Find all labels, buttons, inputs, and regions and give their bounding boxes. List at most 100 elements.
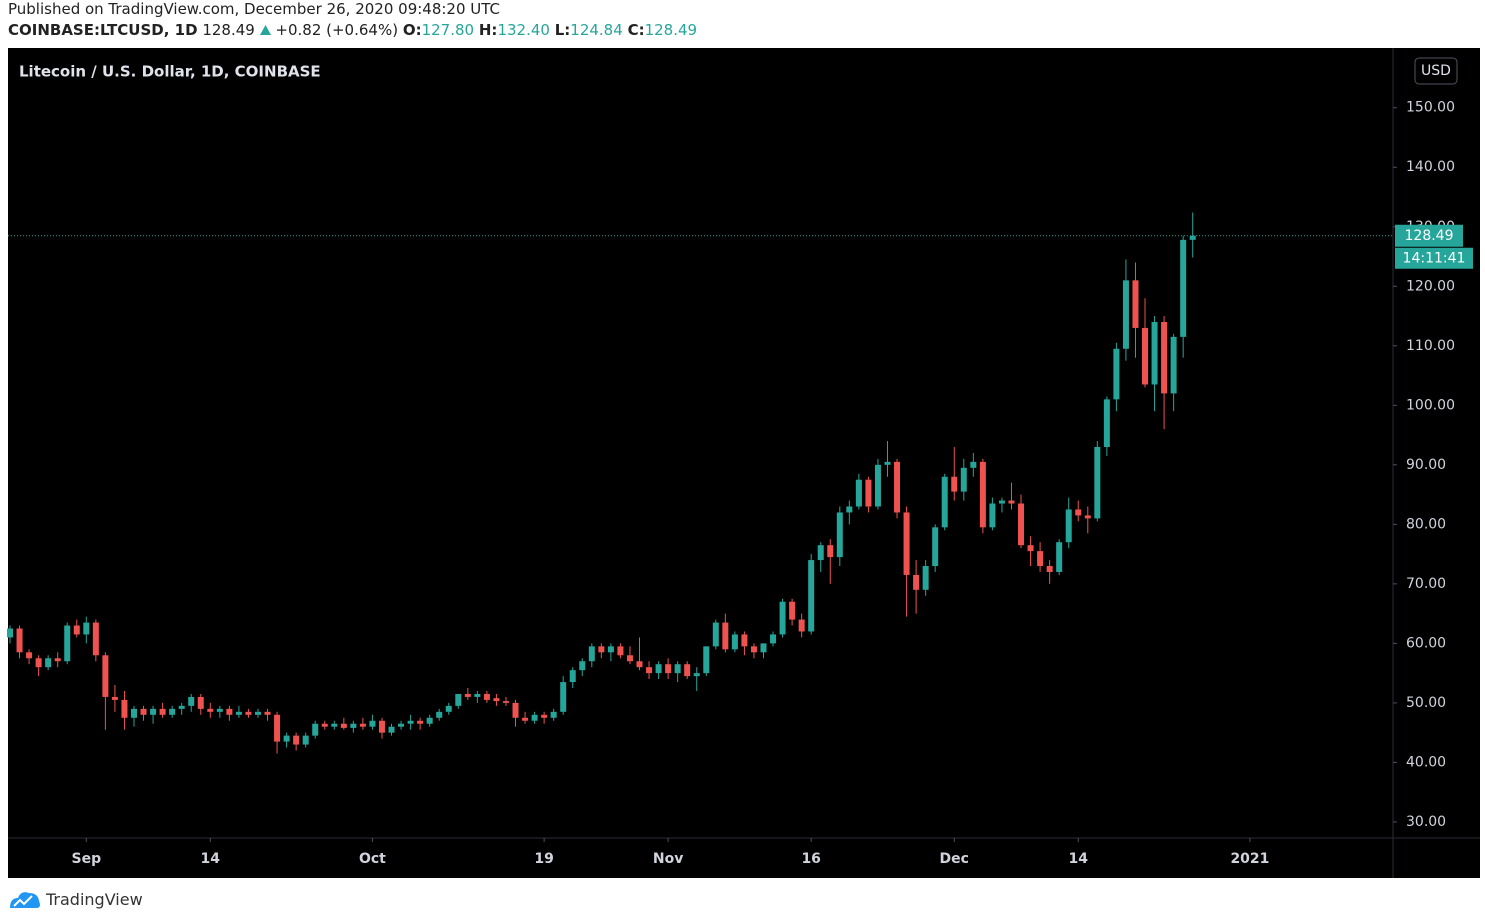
x-tick-label: Nov [653, 851, 683, 867]
candle-body [226, 708, 233, 715]
candle-body [1084, 515, 1091, 519]
candle-body [1027, 545, 1034, 552]
candle-body [1189, 235, 1196, 240]
candle-body [1056, 542, 1063, 572]
candle-body [541, 714, 548, 718]
x-tick-label: Sep [71, 851, 101, 867]
y-tick-label: 110.00 [1406, 338, 1455, 354]
y-tick-label: 150.00 [1406, 100, 1455, 116]
candle-body [941, 476, 948, 528]
open: 127.80 [421, 21, 475, 39]
y-tick-label: 80.00 [1406, 516, 1446, 532]
candle-body [1170, 336, 1177, 394]
candle-body [216, 708, 223, 712]
candle-body [522, 717, 529, 721]
candle-body [378, 720, 385, 733]
candle-body [569, 670, 576, 683]
candle-body [894, 461, 901, 513]
candle-body [998, 500, 1005, 504]
brand: TradingView [8, 888, 143, 910]
candle-body [54, 658, 61, 662]
candle-body [388, 726, 395, 733]
candle-body [436, 711, 443, 718]
close-label: C: [627, 21, 645, 39]
candle-body [235, 711, 242, 715]
low-label: L: [554, 21, 571, 39]
candle-body [321, 723, 328, 727]
candle-body [35, 658, 42, 668]
candle-body [722, 622, 729, 650]
candle-body [1103, 399, 1110, 447]
candle-body [1037, 551, 1044, 567]
candle-body [111, 696, 118, 700]
up-arrow [259, 25, 271, 35]
chart-background [8, 48, 1480, 878]
ohlc-line: COINBASE:LTCUSD, 1D 128.49 +0.82 (+0.64%… [8, 21, 697, 39]
candle-body [445, 705, 452, 712]
candle-body [626, 655, 633, 662]
candle-body [178, 705, 185, 709]
x-tick-label: Oct [359, 851, 386, 867]
candle-body [932, 527, 939, 567]
symbol: COINBASE:LTCUSD, 1D [8, 21, 198, 39]
last: 128.49 [202, 21, 255, 39]
candle-body [197, 696, 204, 709]
candle-body [1094, 446, 1101, 519]
candle-body [1142, 327, 1149, 385]
candle-body [1161, 321, 1168, 394]
candle-body [960, 467, 967, 492]
candle-body [1113, 348, 1120, 400]
last-price-label: 128.49 [1405, 228, 1454, 244]
candle-body [1132, 280, 1139, 328]
candle-body [712, 622, 719, 647]
candle-body [264, 711, 271, 715]
candle-body [693, 673, 700, 677]
candle-body [922, 566, 929, 590]
brand-name: TradingView [46, 889, 143, 909]
currency-box[interactable] [1414, 57, 1458, 85]
y-tick-label: 50.00 [1406, 695, 1446, 711]
candle-body [1075, 509, 1082, 516]
candle-body [426, 717, 433, 724]
candle-body [502, 701, 509, 703]
candle-body [407, 720, 414, 724]
candle-body [64, 625, 71, 662]
candle-body [836, 512, 843, 558]
candle-body [7, 628, 13, 638]
candle-body [350, 723, 357, 728]
candle-body [884, 461, 891, 465]
candle-body [817, 545, 824, 561]
countdown: 14:11:41 [1403, 250, 1466, 266]
candle-body [913, 574, 920, 590]
candle-body [274, 714, 281, 742]
candle-body [283, 735, 290, 742]
candle-body [169, 708, 176, 715]
candle-body [73, 625, 80, 635]
candle-body [779, 601, 786, 635]
candle-body [646, 667, 653, 674]
currency[interactable]: USD [1421, 63, 1451, 79]
candle-body [560, 682, 567, 712]
candle-body [1018, 503, 1025, 546]
candle-body [188, 696, 195, 706]
y-tick-label: 140.00 [1406, 159, 1455, 175]
candle-body [493, 698, 500, 702]
candle-body [789, 601, 796, 620]
close: 128.49 [644, 21, 698, 39]
candle-body [750, 646, 757, 653]
candle-body [102, 655, 109, 697]
y-tick-label: 100.00 [1406, 397, 1455, 413]
candle-body [865, 479, 872, 507]
candle-body [655, 664, 662, 674]
candle-body [302, 735, 309, 745]
candle-body [598, 646, 605, 653]
y-tick-label: 120.00 [1406, 278, 1455, 294]
candle-body [1065, 509, 1072, 543]
change: +0.82 (+0.64%) [275, 21, 399, 39]
open-label: O: [402, 21, 422, 39]
candle-body [979, 461, 986, 528]
candle-body [798, 619, 805, 632]
candle-body [92, 622, 99, 656]
